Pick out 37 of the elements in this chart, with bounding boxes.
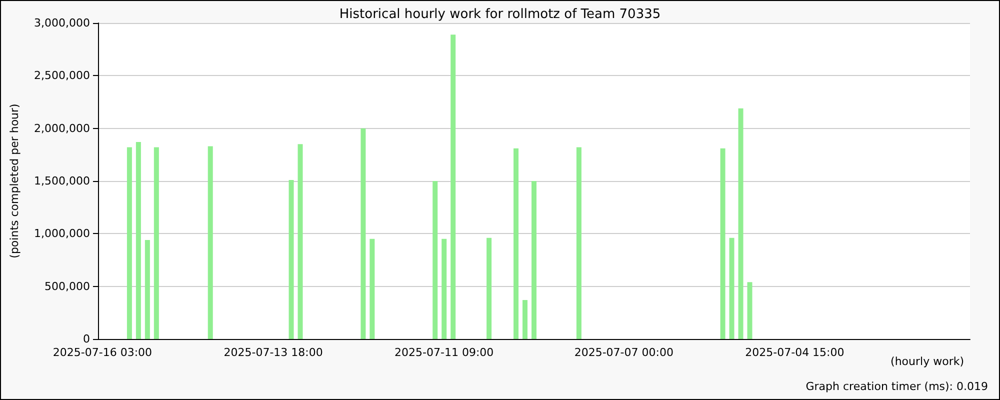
- chart-title: Historical hourly work for rollmotz of Team 70335: [339, 7, 661, 22]
- x-tick-label: 2025-07-16 03:00: [52, 346, 152, 359]
- y-tick-label: 500,000: [44, 280, 90, 293]
- bar: [729, 238, 734, 339]
- bar: [738, 108, 744, 339]
- bar: [144, 240, 150, 339]
- bar: [432, 181, 438, 339]
- x-tick-label: 2025-07-04 15:00: [745, 346, 844, 359]
- bar: [522, 300, 528, 339]
- bar: [370, 238, 375, 339]
- bar: [208, 146, 213, 339]
- y-tick-label: 2,500,000: [34, 69, 90, 82]
- y-tick-label: 3,000,000: [34, 16, 90, 30]
- bar: [747, 282, 752, 339]
- y-tick-label: 2,000,000: [34, 122, 90, 135]
- bar: [486, 238, 492, 339]
- bar: [532, 181, 536, 339]
- bar: [442, 238, 447, 339]
- bar: [576, 147, 582, 339]
- x-tick-label: 2025-07-07 00:00: [574, 346, 674, 359]
- bar: [136, 142, 141, 339]
- y-axis-title: (points completed per hour): [8, 104, 21, 258]
- x-axis-title: (hourly work): [890, 355, 964, 368]
- bar: [298, 144, 303, 339]
- text: Graph creation timer (ms): 0.019: [806, 380, 988, 393]
- bar: [288, 180, 294, 339]
- bar: [514, 148, 519, 339]
- y-tick-label: 0: [83, 332, 90, 346]
- bar: [720, 148, 726, 339]
- y-tick-label: 1,500,000: [34, 174, 90, 188]
- bar: [450, 34, 456, 339]
- x-tick-label: 2025-07-13 18:00: [224, 346, 323, 359]
- bar: [360, 128, 366, 339]
- bar: [126, 147, 132, 339]
- x-tick-label: 2025-07-11 09:00: [394, 346, 494, 359]
- y-tick-label: 1,000,000: [34, 227, 90, 240]
- bar: [154, 147, 159, 339]
